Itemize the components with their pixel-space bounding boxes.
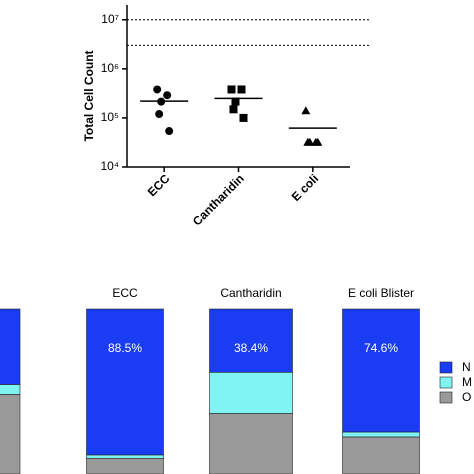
x-tick-label: ECC bbox=[145, 171, 173, 199]
legend-swatch bbox=[439, 361, 453, 374]
data-point bbox=[313, 137, 323, 146]
legend-label: M bbox=[462, 375, 472, 389]
category-label: E coli Blister bbox=[348, 286, 414, 300]
category-label: ECC bbox=[112, 286, 138, 300]
legend-label: N bbox=[462, 360, 471, 374]
bar-segment bbox=[86, 308, 164, 456]
y-tick-label: 10⁵ bbox=[101, 110, 119, 124]
legend-label: O bbox=[462, 390, 471, 404]
data-point bbox=[237, 85, 246, 94]
data-point bbox=[227, 85, 236, 94]
value-label: 38.4% bbox=[234, 341, 268, 355]
bar-segment bbox=[209, 308, 293, 373]
data-point bbox=[153, 85, 162, 94]
value-label: 74.6% bbox=[364, 341, 398, 355]
data-point bbox=[231, 97, 240, 106]
bar-segment bbox=[342, 431, 420, 438]
bar-segment bbox=[342, 436, 420, 474]
bar-segment bbox=[0, 384, 21, 395]
bar-segment bbox=[0, 394, 21, 474]
bar-segment bbox=[342, 308, 420, 433]
data-point bbox=[165, 127, 174, 136]
bar-segment bbox=[86, 458, 164, 474]
data-point bbox=[239, 113, 248, 122]
y-axis-label: Total Cell Count bbox=[82, 50, 96, 141]
legend-swatch bbox=[439, 376, 453, 389]
data-point bbox=[155, 110, 164, 119]
data-point bbox=[229, 105, 238, 114]
category-label: Cantharidin bbox=[220, 286, 281, 300]
y-tick-label: 10⁷ bbox=[101, 12, 119, 26]
data-point bbox=[303, 137, 313, 146]
data-point bbox=[301, 106, 311, 115]
bar-segment bbox=[86, 454, 164, 459]
bar-segment bbox=[209, 372, 293, 414]
data-point bbox=[163, 91, 172, 100]
y-tick-label: 10⁴ bbox=[100, 159, 119, 173]
legend-swatch bbox=[439, 391, 453, 404]
value-label: 88.5% bbox=[108, 341, 142, 355]
bar-segment bbox=[209, 413, 293, 474]
y-tick-label: 10⁶ bbox=[101, 61, 119, 75]
x-tick-label: Cantharidin bbox=[190, 171, 247, 228]
bar-segment bbox=[0, 308, 21, 385]
x-tick-label: E coli bbox=[289, 171, 322, 204]
